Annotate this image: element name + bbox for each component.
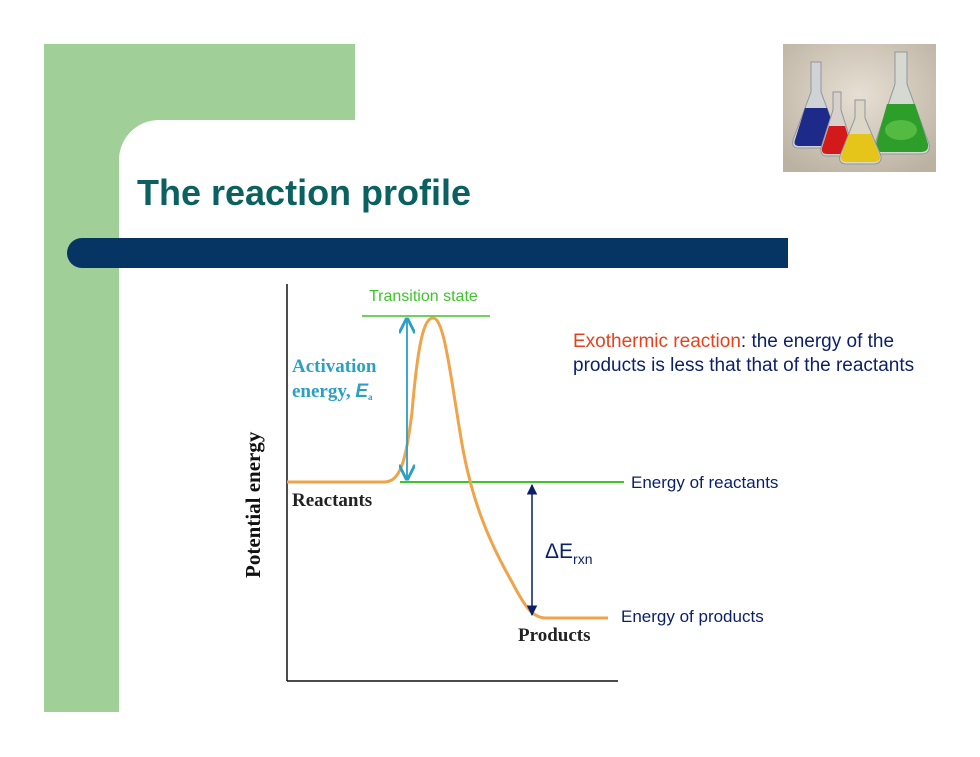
delta-e-label: ΔErxn <box>545 540 593 567</box>
white-rounded-corner <box>119 120 247 248</box>
reactants-label: Reactants <box>292 490 373 511</box>
activation-text: energy, <box>292 381 356 402</box>
activation-subscript: a <box>368 392 373 402</box>
chemistry-flasks-photo <box>783 44 936 172</box>
y-axis-label: Potential energy <box>241 431 265 578</box>
slide-title: The reaction profile <box>137 172 472 213</box>
exothermic-highlight: Exothermic reaction <box>573 331 741 352</box>
delta-e-subscript: rxn <box>573 551 593 567</box>
exothermic-note: Exothermic reaction: the energy of the p… <box>573 330 943 378</box>
delta-e-main: ΔE <box>545 540 574 563</box>
top-green-tab <box>119 44 355 120</box>
transition-state-label: Transition state <box>369 288 478 305</box>
left-green-bar <box>44 44 119 712</box>
exothermic-note-text: : the energy of the products is less tha… <box>573 331 915 376</box>
reaction-profile-diagram <box>286 284 624 682</box>
products-label: Products <box>518 625 591 646</box>
activation-symbol: E <box>355 381 369 402</box>
title-underline-bar <box>67 238 788 268</box>
activation-label-line1: Activation <box>292 356 377 377</box>
energy-of-products-label: Energy of products <box>621 607 764 626</box>
activation-label-line2: energy, Ea <box>292 381 373 403</box>
energy-of-reactants-label: Energy of reactants <box>631 473 779 492</box>
